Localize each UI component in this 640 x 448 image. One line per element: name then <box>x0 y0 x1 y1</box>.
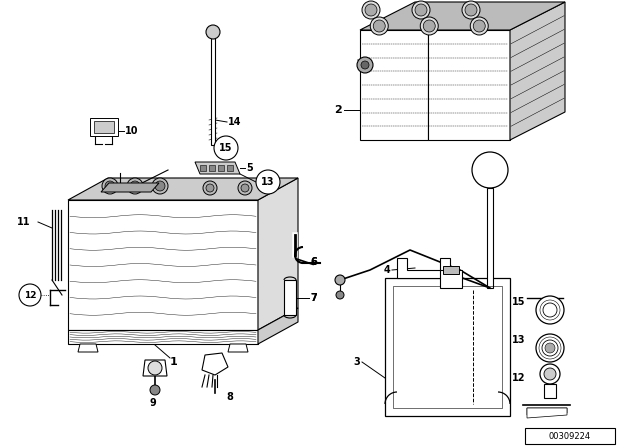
Circle shape <box>465 4 477 16</box>
Polygon shape <box>202 353 228 375</box>
Circle shape <box>371 17 388 35</box>
Bar <box>218 165 224 171</box>
Bar <box>200 165 206 171</box>
Circle shape <box>415 4 427 16</box>
Polygon shape <box>510 2 565 140</box>
Circle shape <box>362 1 380 19</box>
Polygon shape <box>258 308 298 344</box>
Text: 13: 13 <box>511 335 525 345</box>
Bar <box>385 278 510 416</box>
Polygon shape <box>258 178 298 330</box>
Polygon shape <box>68 200 258 330</box>
Bar <box>284 280 296 315</box>
Circle shape <box>423 20 435 32</box>
Circle shape <box>238 181 252 195</box>
Circle shape <box>155 181 165 191</box>
Circle shape <box>373 20 385 32</box>
Text: 10: 10 <box>125 126 138 136</box>
Polygon shape <box>397 258 450 278</box>
Circle shape <box>412 1 430 19</box>
Circle shape <box>335 275 345 285</box>
Circle shape <box>150 385 160 395</box>
Circle shape <box>472 152 508 188</box>
Circle shape <box>473 20 485 32</box>
Polygon shape <box>94 121 114 133</box>
Circle shape <box>357 57 373 73</box>
Text: 13: 13 <box>261 177 275 187</box>
Polygon shape <box>360 2 565 30</box>
Text: 00309224: 00309224 <box>549 431 591 440</box>
Bar <box>227 165 233 171</box>
Polygon shape <box>428 30 510 140</box>
Circle shape <box>543 303 557 317</box>
Circle shape <box>544 368 556 380</box>
Circle shape <box>203 181 217 195</box>
Circle shape <box>206 25 220 39</box>
Circle shape <box>241 184 249 192</box>
Polygon shape <box>195 162 240 174</box>
Text: 15: 15 <box>220 143 233 153</box>
Circle shape <box>214 136 238 160</box>
Polygon shape <box>68 178 298 200</box>
Bar <box>440 270 462 288</box>
Circle shape <box>470 17 488 35</box>
Text: 2: 2 <box>334 105 342 115</box>
Bar <box>393 286 502 408</box>
Text: 6: 6 <box>310 257 317 267</box>
Polygon shape <box>527 408 567 415</box>
Bar <box>443 266 459 274</box>
Bar <box>68 330 258 344</box>
Circle shape <box>148 361 162 375</box>
Circle shape <box>365 4 377 16</box>
Circle shape <box>542 340 558 356</box>
Polygon shape <box>527 408 567 418</box>
Circle shape <box>256 170 280 194</box>
Circle shape <box>206 184 214 192</box>
Circle shape <box>336 291 344 299</box>
Circle shape <box>536 296 564 324</box>
Bar <box>487 188 493 288</box>
Circle shape <box>152 178 168 194</box>
Text: 15: 15 <box>511 297 525 307</box>
Text: 12: 12 <box>511 373 525 383</box>
Text: 11: 11 <box>17 217 30 227</box>
Text: 9: 9 <box>150 398 156 408</box>
Bar <box>544 384 556 398</box>
Polygon shape <box>360 30 428 140</box>
Circle shape <box>545 343 555 353</box>
Text: 12: 12 <box>24 290 36 300</box>
Circle shape <box>127 178 143 194</box>
Text: 7: 7 <box>310 293 317 303</box>
Polygon shape <box>78 344 98 352</box>
Circle shape <box>420 17 438 35</box>
Text: 5: 5 <box>246 163 253 173</box>
Bar <box>209 165 215 171</box>
Circle shape <box>102 178 118 194</box>
Text: 7: 7 <box>310 293 317 303</box>
Circle shape <box>19 284 41 306</box>
Bar <box>525 428 615 444</box>
Polygon shape <box>90 118 118 136</box>
Circle shape <box>105 181 115 191</box>
Polygon shape <box>101 183 159 192</box>
Text: 6: 6 <box>310 257 317 267</box>
Circle shape <box>536 334 564 362</box>
Text: 3: 3 <box>353 357 360 367</box>
Circle shape <box>462 1 480 19</box>
Polygon shape <box>143 360 167 376</box>
Text: 14: 14 <box>228 117 241 127</box>
Polygon shape <box>228 344 248 352</box>
Circle shape <box>540 364 560 384</box>
Text: 1: 1 <box>170 357 178 367</box>
Circle shape <box>361 61 369 69</box>
Circle shape <box>130 181 140 191</box>
Text: 8: 8 <box>227 392 234 402</box>
Text: 4: 4 <box>383 265 390 275</box>
Bar <box>211 35 215 145</box>
